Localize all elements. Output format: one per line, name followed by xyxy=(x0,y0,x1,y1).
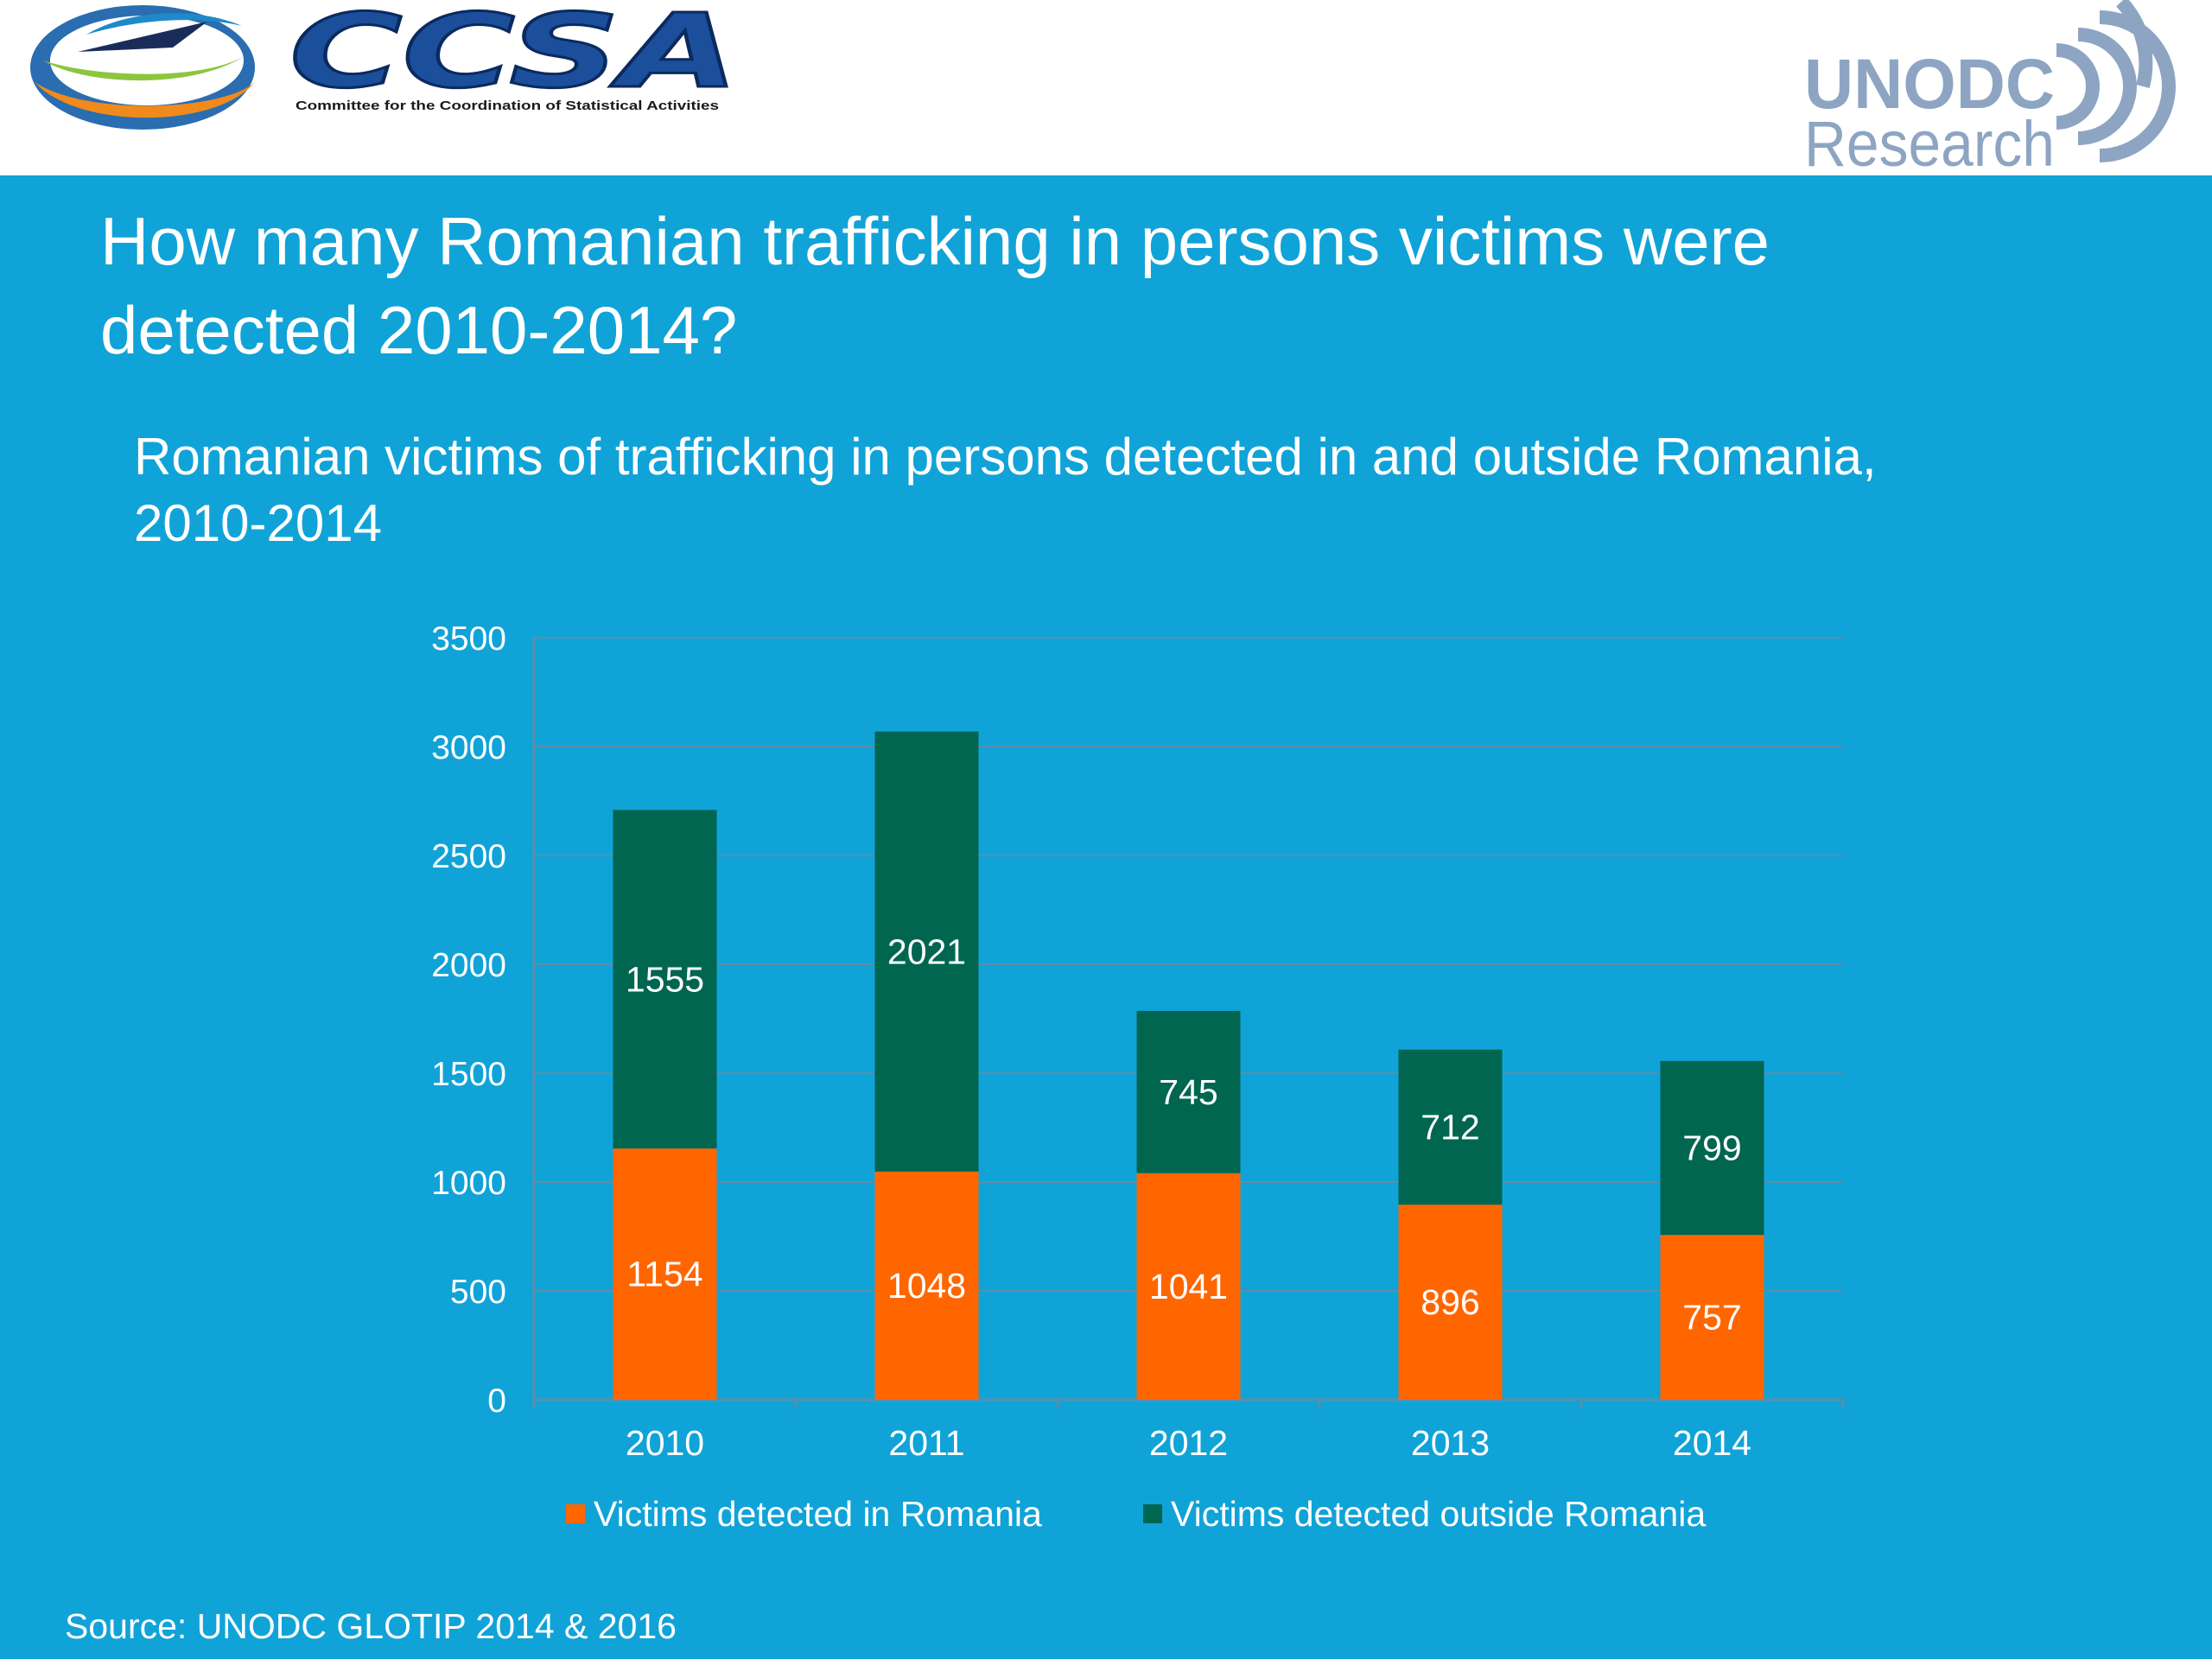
y-tick-label: 0 xyxy=(487,1382,506,1420)
x-tick-label: 2012 xyxy=(1149,1423,1228,1463)
axis-layer: 0 500 1000 1500 2000 2500 3000 3500 2010 2011 2012… xyxy=(431,620,1845,1463)
bar-outside-romania xyxy=(874,731,979,1172)
data-label-in-romania: 1041 xyxy=(1149,1267,1228,1306)
data-label-in-romania: 1048 xyxy=(887,1266,966,1306)
data-label-outside-romania: 1555 xyxy=(626,959,704,999)
legend-label-outside-romania: Victims detected outside Romania xyxy=(1171,1493,1707,1534)
ccsa-tagline: Committee for the Coordination of Statis… xyxy=(296,99,719,113)
chart-title: Romanian victims of trafficking in perso… xyxy=(134,428,1877,552)
legend-item-outside-romania: Victims detected outside Romania xyxy=(1143,1490,1706,1538)
data-label-in-romania: 896 xyxy=(1421,1282,1479,1322)
y-tick-label: 500 xyxy=(450,1274,506,1311)
x-tick-label: 2014 xyxy=(1673,1423,1751,1463)
ccsa-wordmark: CCSA xyxy=(289,0,734,111)
unodc-arcs-icon xyxy=(2056,0,2176,162)
y-tick-label: 2500 xyxy=(431,838,506,875)
bar-layer xyxy=(613,731,1764,1400)
y-tick-label: 1000 xyxy=(431,1165,506,1202)
legend-label-in-romania: Victims detected in Romania xyxy=(594,1493,1042,1534)
y-tick-label: 3500 xyxy=(431,620,506,658)
bar-in-romania xyxy=(874,1171,979,1400)
y-tick-label: 2000 xyxy=(431,947,506,984)
x-tick-label: 2011 xyxy=(888,1423,964,1463)
ccsa-logo: CCSA Committee for the Coordination of S… xyxy=(30,0,734,130)
bar-outside-romania xyxy=(613,810,717,1149)
source-note: Source: UNODC GLOTIP 2014 & 2016 xyxy=(65,1606,677,1646)
header-band xyxy=(0,0,2212,175)
legend-swatch-outside-romania xyxy=(1143,1504,1162,1523)
chart-legend: Victims detected in Romania Victims dete… xyxy=(0,1490,2212,1538)
slide-title: How many Romanian trafficking in persons… xyxy=(100,203,1770,368)
bar-in-romania xyxy=(1660,1235,1764,1400)
bar-outside-romania xyxy=(1398,1049,1503,1205)
bar-outside-romania xyxy=(1660,1060,1764,1236)
data-label-in-romania: 757 xyxy=(1682,1298,1741,1338)
data-label-outside-romania: 745 xyxy=(1159,1072,1217,1112)
y-tick-label: 1500 xyxy=(431,1056,506,1093)
label-layer: 1154 1555 1048 2021 1041 745 896 712 757 799 xyxy=(626,931,1742,1337)
x-tick-label: 2013 xyxy=(1411,1423,1490,1463)
data-label-outside-romania: 799 xyxy=(1682,1128,1741,1168)
data-label-in-romania: 1154 xyxy=(626,1255,702,1294)
bar-in-romania xyxy=(1398,1205,1503,1400)
data-label-outside-romania: 712 xyxy=(1421,1107,1479,1147)
legend-item-in-romania: Victims detected in Romania xyxy=(566,1490,1042,1538)
bar-in-romania xyxy=(1136,1173,1241,1400)
unodc-research-wordmark: Research xyxy=(1804,108,2055,175)
data-label-outside-romania: 2021 xyxy=(887,931,966,971)
x-tick-label: 2010 xyxy=(626,1423,704,1463)
y-tick-label: 3000 xyxy=(431,729,506,766)
unodc-logo: UNODC Research xyxy=(1804,0,2176,175)
bar-in-romania xyxy=(613,1148,717,1400)
bar-outside-romania xyxy=(1136,1010,1241,1173)
ccsa-swirl-icon xyxy=(30,5,255,130)
unodc-wordmark: UNODC xyxy=(1804,45,2055,124)
legend-swatch-in-romania xyxy=(566,1504,585,1523)
